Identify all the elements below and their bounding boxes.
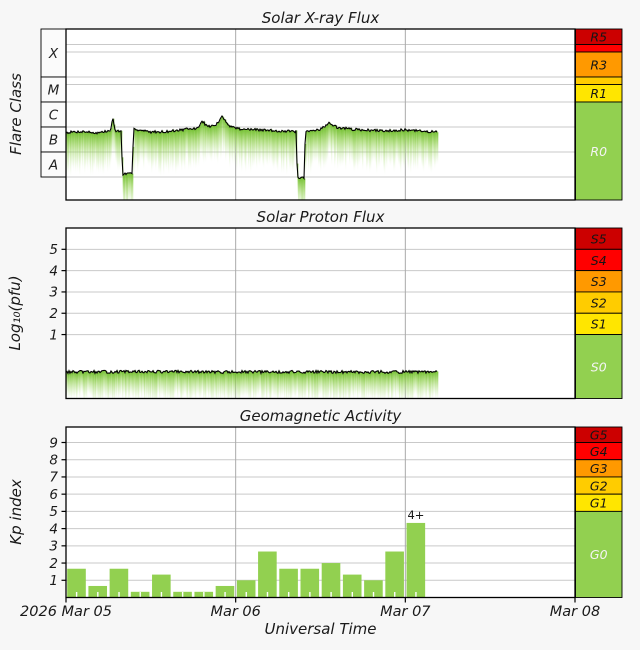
noaa-scale-band-label: S2 — [591, 295, 607, 310]
noaa-scale-band-label: R3 — [590, 57, 607, 72]
minor-tick — [351, 592, 354, 597]
noaa-scale-band-label: S5 — [591, 231, 607, 246]
x-axis-label: Universal Time — [264, 620, 377, 638]
y-tick-label: 1 — [49, 327, 58, 343]
minor-tick — [309, 592, 311, 597]
minor-tick — [287, 592, 290, 597]
flare-class-box — [40, 151, 67, 178]
y-tick-label: 1 — [49, 573, 58, 589]
noaa-scale-band — [575, 44, 623, 53]
y-tick-label: 5 — [49, 242, 58, 258]
noaa-scale-band — [575, 51, 623, 78]
minor-tick — [415, 592, 417, 597]
minor-tick — [139, 592, 141, 597]
kp-bar — [258, 551, 277, 598]
minor-tick — [266, 592, 269, 597]
noaa-scale-band-label: R1 — [590, 86, 607, 101]
proton-y-axis-label: Log₁₀(pfu) — [6, 275, 24, 351]
flare-class-box-label: A — [48, 157, 58, 173]
minor-tick — [181, 592, 184, 597]
kp-bar — [406, 522, 426, 598]
panel-border — [65, 28, 576, 201]
plot-area — [66, 29, 575, 200]
y-tick-label: 9 — [49, 435, 58, 451]
noaa-scale-band-label: S1 — [591, 317, 607, 332]
y-tick-label: 7 — [49, 470, 58, 486]
minor-tick — [203, 592, 205, 597]
proton-chart-title: Solar Proton Flux — [256, 208, 385, 226]
y-tick-label: 2 — [49, 306, 58, 322]
minor-tick — [330, 592, 332, 597]
noaa-scale-band-label: G1 — [590, 496, 608, 511]
flux-area-fill — [66, 115, 439, 200]
minor-tick — [160, 592, 163, 597]
flux-line — [66, 115, 438, 181]
y-tick-label: 4 — [49, 263, 58, 279]
flare-class-box-label: M — [48, 82, 60, 98]
noaa-scale-band-label: G5 — [590, 428, 608, 443]
y-tick-label: 5 — [49, 504, 58, 520]
kp-bar — [109, 568, 129, 598]
kp-bar — [321, 563, 341, 598]
noaa-scale-band-label: S4 — [591, 253, 607, 268]
kp-bar — [152, 574, 171, 598]
panel-border — [65, 426, 576, 599]
noaa-scale-band-label: R0 — [590, 144, 607, 159]
panel-1: 1 2 3 4 5 S5 S4 S3 S2 S1 S0 — [49, 227, 623, 400]
y-tick-label: 3 — [49, 539, 58, 555]
kp-y-axis-label: Kp index — [7, 479, 25, 545]
y-tick-label: 6 — [49, 487, 58, 503]
kp-bar — [364, 580, 383, 598]
flux-area-fill — [66, 370, 439, 399]
flux-line — [66, 369, 438, 376]
minor-tick — [75, 592, 78, 597]
panel-border — [65, 227, 576, 400]
flare-class-box-label: X — [48, 46, 59, 62]
x-tick-label: Mar 06 — [210, 604, 260, 620]
noaa-scale-band — [575, 76, 623, 85]
noaa-scale-band — [575, 101, 623, 201]
y-tick-label: 8 — [49, 453, 58, 469]
minor-tick — [224, 592, 226, 597]
plot-area — [66, 427, 575, 598]
kp-bar — [279, 568, 298, 598]
y-tick-label: 2 — [49, 556, 58, 572]
noaa-scale-band-label: S0 — [591, 359, 607, 374]
xray-y-axis-label: Flare Class — [7, 73, 25, 155]
kp-bar — [236, 580, 256, 598]
flare-class-box-label: B — [49, 132, 58, 148]
geomagnetic-chart-title: Geomagnetic Activity — [239, 407, 402, 425]
kp-bar — [215, 585, 235, 598]
noaa-scale-band-label: G3 — [590, 461, 608, 476]
xray-chart-title: Solar X-ray Flux — [261, 9, 380, 27]
flare-class-box — [40, 126, 67, 153]
noaa-scale-band-label: S3 — [591, 274, 607, 289]
minor-tick — [118, 592, 120, 597]
kp-bar — [300, 568, 320, 598]
noaa-scale-band-label: R5 — [590, 30, 607, 45]
noaa-scale-band-label: G0 — [590, 547, 608, 562]
kp-bar — [342, 574, 362, 598]
x-tick-label: Mar 07 — [380, 604, 431, 620]
noaa-scale-band-label: G4 — [590, 444, 608, 459]
y-tick-label: 4 — [49, 521, 58, 537]
kp-bar — [67, 568, 86, 598]
minor-tick — [97, 592, 99, 597]
kp-bar-annotation: 4+ — [407, 508, 424, 522]
y-tick-label: 3 — [49, 285, 58, 301]
noaa-scale-band-label: G2 — [590, 478, 608, 493]
minor-tick — [394, 592, 396, 597]
minor-tick — [372, 592, 375, 597]
minor-tick — [245, 592, 247, 597]
kp-bar — [385, 551, 404, 598]
flare-class-box-label: C — [49, 107, 59, 123]
kp-bar — [88, 585, 108, 598]
x-tick-label: 2026 Mar 05 — [20, 604, 112, 620]
x-tick-label: Mar 08 — [550, 604, 600, 620]
